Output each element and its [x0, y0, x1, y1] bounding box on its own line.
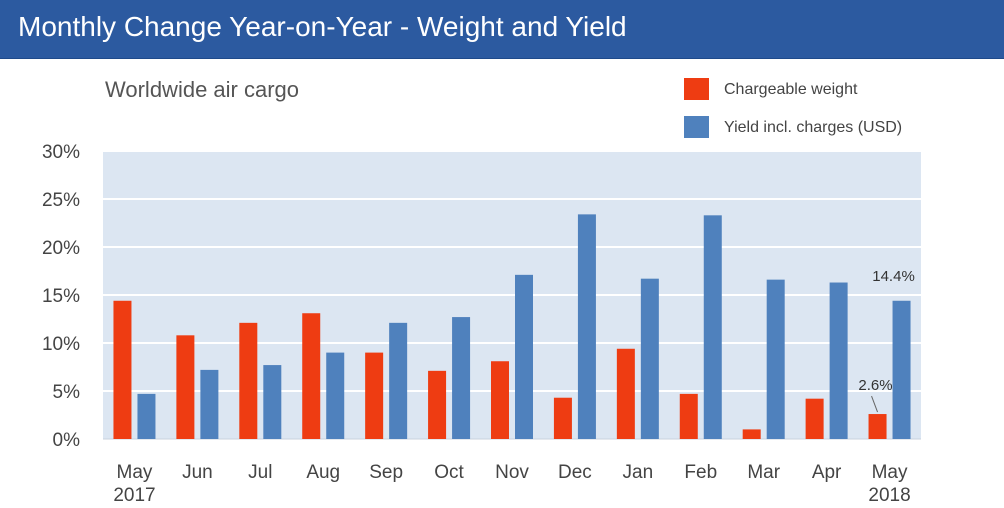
y-tick-label: 5% — [53, 382, 81, 403]
legend-label: Chargeable weight — [724, 81, 858, 98]
weight-bar — [553, 397, 572, 439]
x-tick-label: May 2017 — [113, 462, 155, 506]
weight-bar — [679, 393, 698, 439]
x-tick-label: May 2018 — [868, 462, 910, 506]
yield-bar — [389, 322, 408, 439]
yield-bar — [200, 369, 219, 439]
legend-swatch — [684, 116, 709, 138]
yield-bar — [137, 393, 156, 439]
weight-bar — [239, 322, 258, 439]
data-label-leader — [871, 395, 879, 413]
weight-bar — [491, 361, 509, 439]
yield-bar — [640, 278, 659, 439]
x-tick-label: Apr — [812, 462, 842, 483]
data-label: 2.6% — [858, 377, 892, 394]
weight-bar — [805, 398, 824, 439]
legend-swatch — [684, 78, 709, 100]
weight-bar — [868, 414, 887, 439]
y-tick-label: 15% — [42, 286, 80, 307]
x-tick-label: Jun — [182, 462, 213, 483]
yield-bar — [892, 300, 911, 439]
yield-bar — [263, 365, 282, 439]
x-tick-label: Aug — [306, 462, 340, 483]
y-tick-label: 30% — [42, 142, 80, 163]
yield-bar — [829, 282, 848, 439]
y-tick-label: 0% — [53, 430, 81, 451]
x-tick-label: Dec — [558, 462, 592, 483]
page-title: Monthly Change Year-on-Year - Weight and… — [18, 11, 627, 42]
x-tick-label: Jan — [623, 462, 654, 483]
x-tick-label: Feb — [684, 462, 717, 483]
weight-bar — [428, 370, 447, 439]
yield-bar — [766, 279, 785, 439]
weight-bar — [176, 335, 195, 439]
weight-bar — [302, 313, 321, 439]
x-tick-label: Jul — [248, 462, 272, 483]
yield-bar — [577, 214, 596, 439]
weight-bar — [113, 300, 132, 439]
weight-bar — [616, 348, 635, 439]
yield-bar — [515, 274, 533, 439]
weight-bar — [742, 429, 761, 439]
legend-label: Yield incl. charges (USD) — [724, 119, 902, 136]
title-banner: Monthly Change Year-on-Year - Weight and… — [0, 0, 1004, 59]
yield-bar — [452, 317, 471, 439]
y-tick-label: 25% — [42, 190, 80, 211]
y-tick-label: 20% — [42, 238, 80, 259]
yield-bar — [703, 215, 722, 439]
y-tick-label: 10% — [42, 334, 80, 355]
yield-bar — [326, 352, 345, 439]
weight-bar — [365, 352, 384, 439]
chart-subtitle: Worldwide air cargo — [105, 77, 299, 102]
x-tick-label: Nov — [495, 462, 529, 483]
data-label: 14.4% — [872, 268, 915, 285]
x-tick-label: Sep — [369, 462, 403, 483]
x-tick-label: Oct — [434, 462, 464, 483]
x-tick-label: Mar — [747, 462, 780, 483]
